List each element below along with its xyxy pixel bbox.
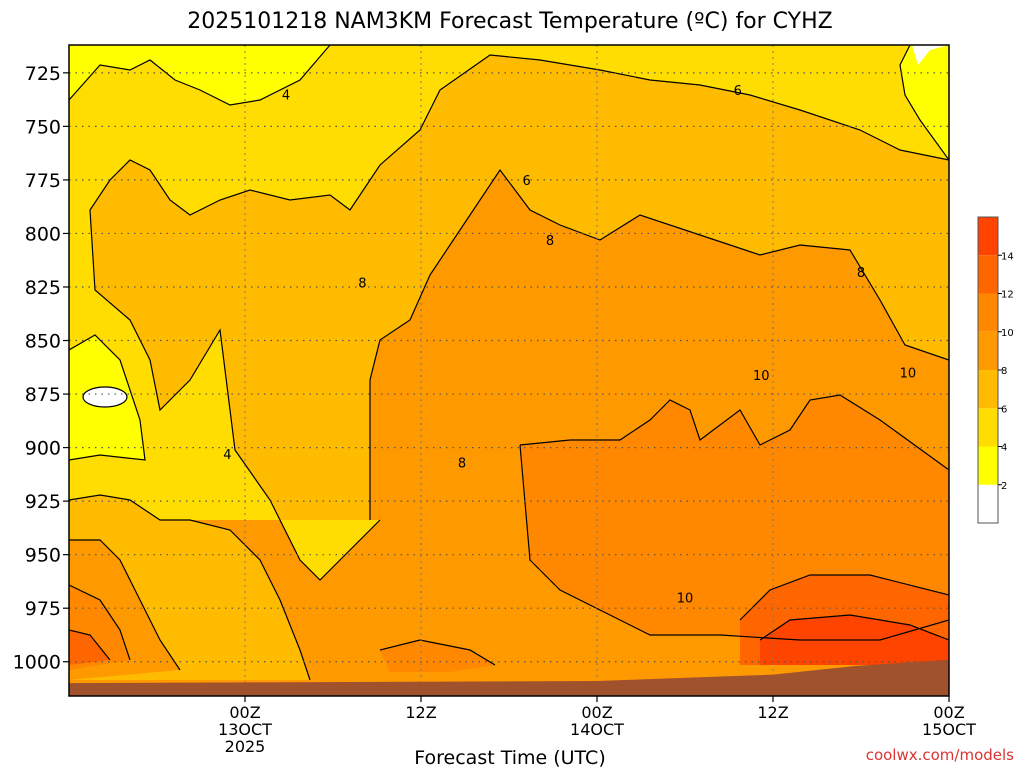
- vertical-gridlines: [244, 45, 949, 696]
- y-tick-label: 950: [25, 545, 61, 567]
- colorbar-swatch: [978, 293, 998, 332]
- y-tick-label: 800: [25, 223, 61, 245]
- colorbar-swatch: [978, 408, 998, 447]
- isotherm-10-mid: [379, 639, 496, 666]
- contour-label: 10: [677, 591, 694, 606]
- contour-label: 10: [753, 369, 770, 384]
- contour-labels: 4 6 6 8 8 8 8 4 10 10 10: [223, 84, 916, 607]
- colorbar-swatch: [978, 446, 998, 485]
- colorbar-swatch: [978, 370, 998, 409]
- colorbar-swatch: [978, 484, 998, 523]
- temperature-field: 4 6 6 8 8 8 8 4 10 10 10: [69, 45, 949, 696]
- isotherm-2-left: [82, 386, 128, 408]
- colorbar-tick-label: 6: [1001, 404, 1007, 415]
- contour-label: 6: [734, 84, 742, 99]
- band-0-2-left: [83, 387, 127, 407]
- band-2-4-right: [900, 45, 949, 160]
- isotherm-lines: [69, 45, 949, 681]
- x-tick-label: 2025: [225, 737, 266, 756]
- colorbar-tick-label: 4: [1001, 443, 1007, 454]
- x-tick-label: 00Z: [933, 703, 964, 722]
- colorbar-tick-label: 12: [1001, 290, 1014, 301]
- contour-label: 8: [358, 277, 366, 292]
- band-4-6: [69, 45, 949, 580]
- x-tick-label: 00Z: [229, 703, 260, 722]
- colorbar-tick-label: 10: [1001, 328, 1014, 339]
- y-tick-label: 750: [25, 116, 61, 138]
- y-tick-label: 1000: [13, 652, 61, 674]
- isotherm-4-upper: [69, 45, 331, 106]
- y-tick-label: 875: [25, 384, 61, 406]
- colorbar-tick-label: 2: [1001, 481, 1007, 492]
- y-tick-label: 975: [25, 598, 61, 620]
- y-tick-label: 825: [25, 277, 61, 299]
- contour-label: 8: [857, 266, 865, 281]
- x-axis-label: Forecast Time (UTC): [414, 747, 605, 768]
- x-tick-label: 15OCT: [922, 720, 976, 739]
- y-tick-label: 775: [25, 170, 61, 192]
- chart-title: 2025101218 NAM3KM Forecast Temperature (…: [187, 9, 832, 34]
- x-tick-label: 13OCT: [218, 720, 272, 739]
- isotherm-10-lower-left: [69, 584, 131, 661]
- credit-text: coolwx.com/models: [866, 746, 1014, 764]
- y-tick-label: 900: [25, 438, 61, 460]
- contour-label: 6: [522, 174, 530, 189]
- isotherm-12: [739, 574, 949, 621]
- colorbar: 2 4 6 8 10 12 14: [977, 216, 1014, 524]
- y-axis: 725 750 775 800 825 850 875 900 925 950 975 1000: [13, 63, 69, 674]
- contour-label: 4: [282, 88, 290, 103]
- isotherm-12-lower-left: [69, 629, 111, 661]
- band-12-14-lower: [69, 630, 110, 665]
- isotherm-14: [759, 614, 949, 641]
- colorbar-swatch: [978, 217, 998, 256]
- isotherm-10-upper: [519, 394, 949, 471]
- band-0-2-right: [912, 45, 949, 65]
- isotherm-8-lower: [69, 539, 181, 671]
- isotherm-10-lower: [519, 444, 949, 641]
- isotherm-8: [369, 168, 949, 520]
- x-tick-label: 12Z: [405, 703, 436, 722]
- contour-label: 8: [546, 234, 554, 249]
- colorbar-tick-label: 8: [1001, 366, 1007, 377]
- isotherm-6: [89, 54, 949, 581]
- isotherm-6-lower: [69, 494, 311, 681]
- x-tick-label: 14OCT: [570, 720, 624, 739]
- band-10-12-mid: [380, 640, 495, 672]
- band-2-4-upper: [69, 45, 330, 105]
- colorbar-tick-label: 14: [1001, 251, 1014, 262]
- colorbar-swatch: [978, 331, 998, 370]
- contour-label: 10: [900, 367, 917, 382]
- y-tick-label: 725: [25, 63, 61, 85]
- contour-label: 8: [458, 457, 466, 472]
- x-tick-label: 00Z: [581, 703, 612, 722]
- y-tick-label: 925: [25, 491, 61, 513]
- colorbar-swatch: [978, 255, 998, 294]
- x-tick-label: 12Z: [757, 703, 788, 722]
- y-tick-label: 850: [25, 331, 61, 353]
- isotherm-4-right: [899, 45, 949, 161]
- isotherm-4-left: [69, 334, 146, 461]
- plot-frame: [68, 44, 950, 697]
- terrain-surface: [69, 659, 949, 696]
- contour-label: 4: [223, 448, 231, 463]
